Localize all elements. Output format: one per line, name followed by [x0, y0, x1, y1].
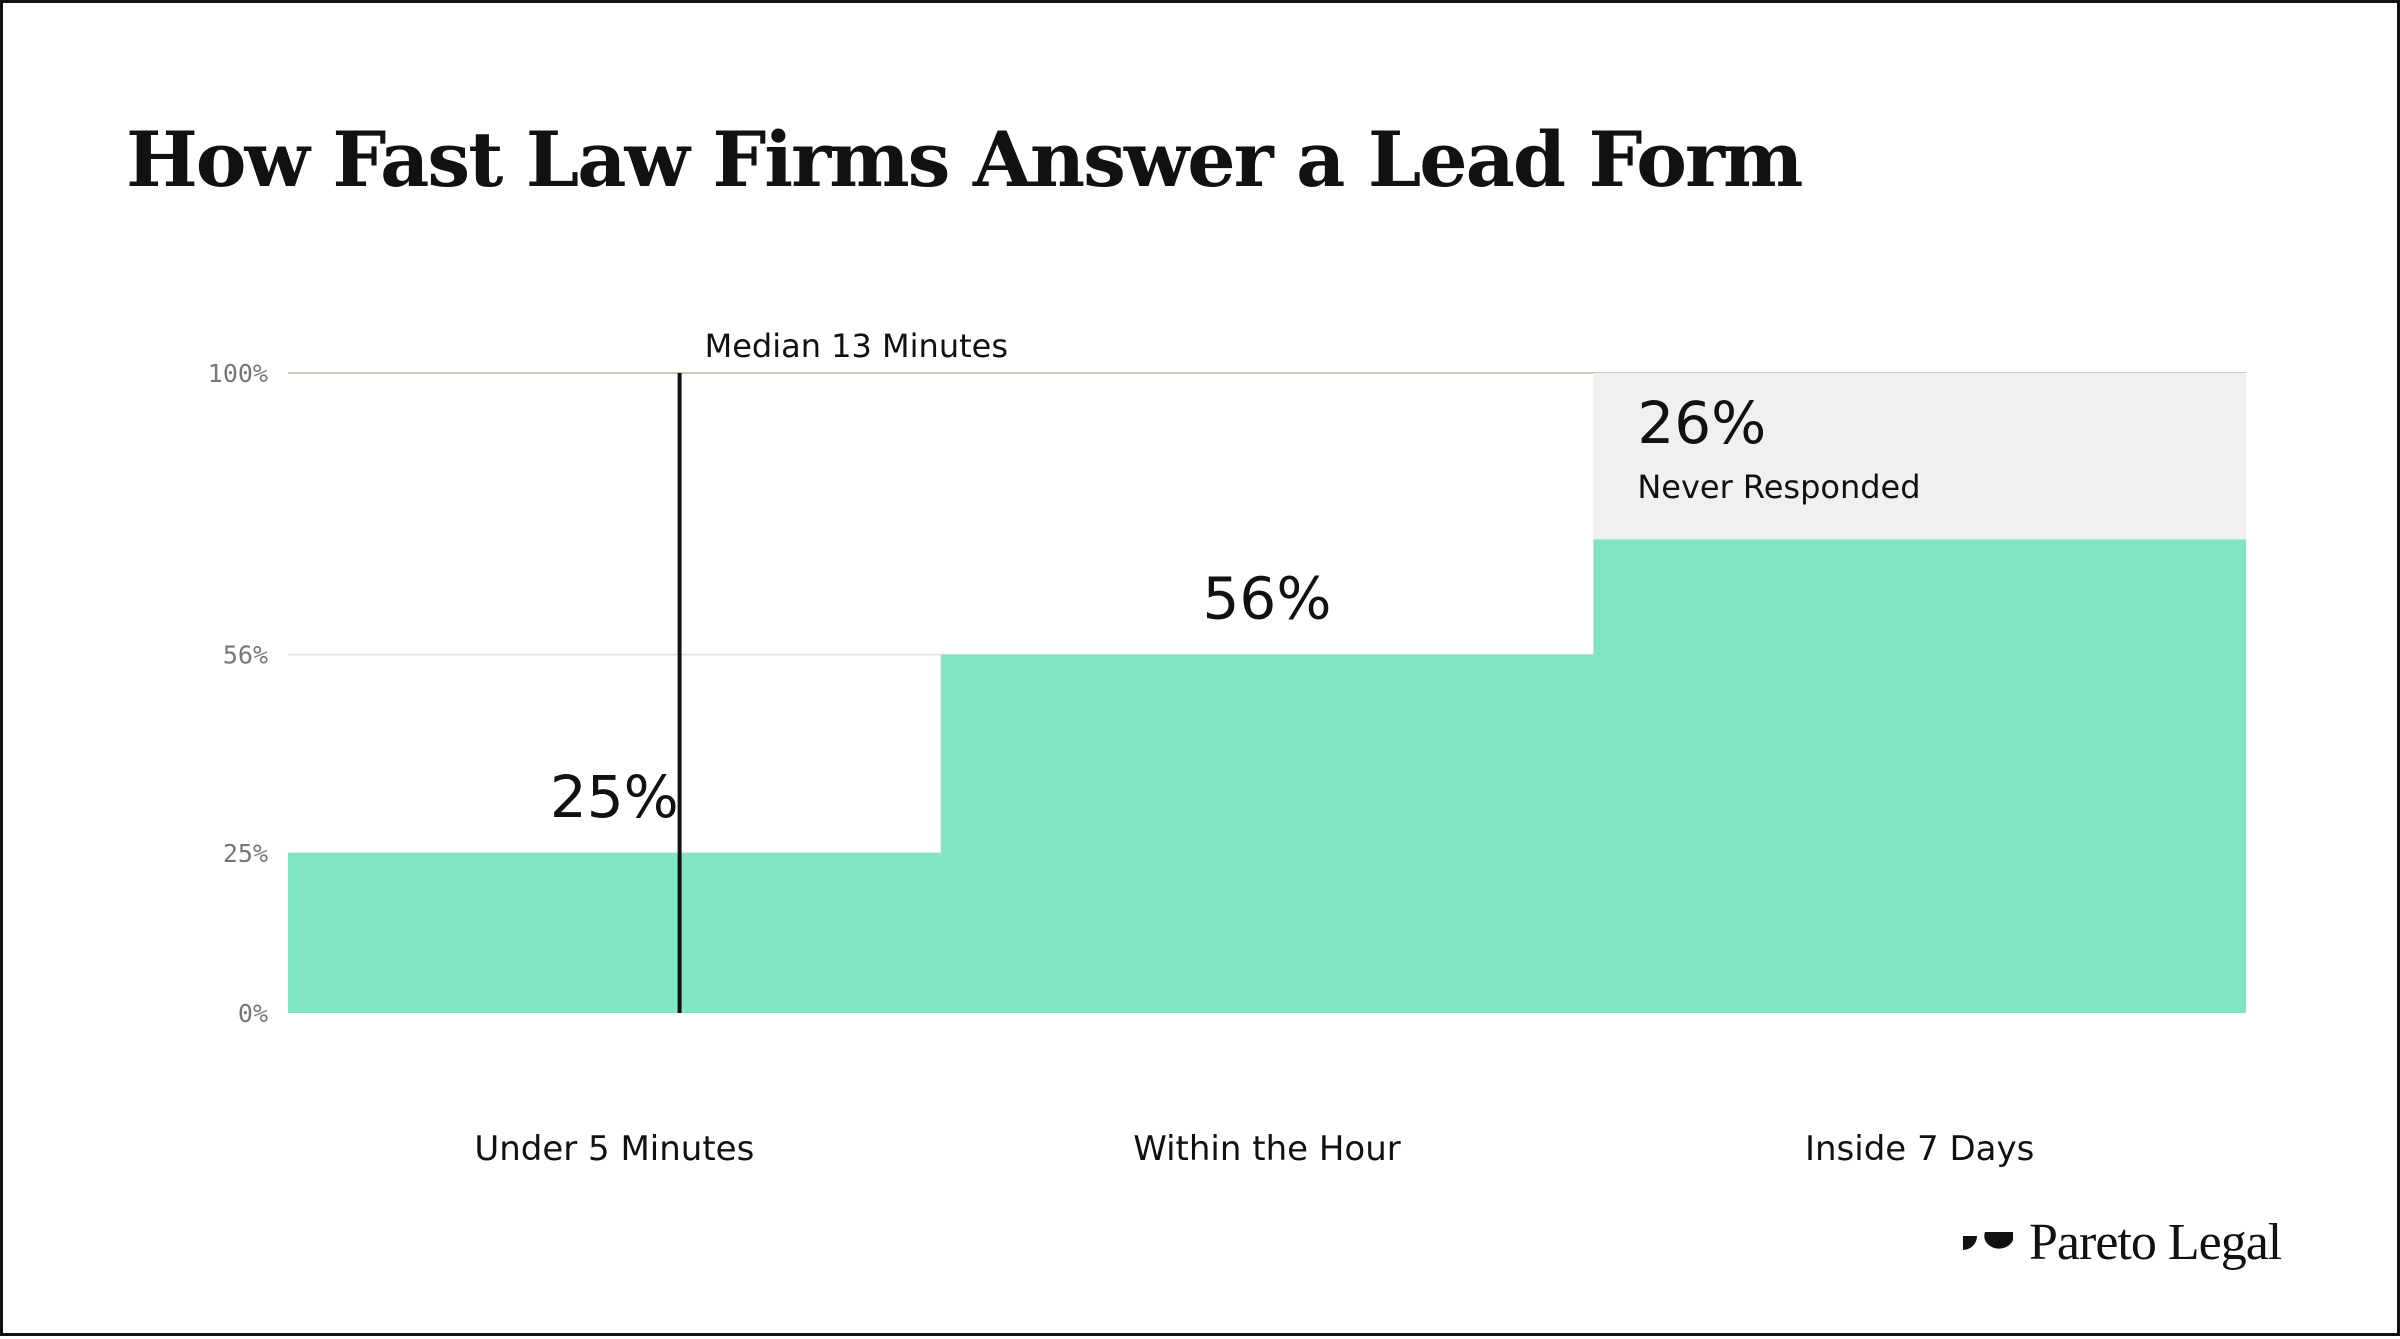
- y-tick-label: 25%: [223, 839, 268, 868]
- x-category-label: Under 5 Minutes: [474, 1129, 754, 1169]
- data-labels: 25% 56% 26% Never Responded: [550, 389, 1921, 831]
- x-category-label: Within the Hour: [1133, 1129, 1401, 1169]
- x-category-label: Inside 7 Days: [1805, 1129, 2034, 1169]
- never-responded-label: Never Responded: [1637, 468, 1920, 506]
- median-annotation: Median 13 Minutes: [677, 327, 1008, 1013]
- y-tick-label: 100%: [208, 359, 268, 388]
- step-bar: [940, 654, 1595, 1013]
- never-responded-band: [1593, 373, 2246, 540]
- value-label: 56%: [1203, 565, 1332, 633]
- y-axis: 0% 25% 56% 100%: [208, 359, 268, 1028]
- value-label: 25%: [550, 763, 679, 831]
- brand-logo: Pareto Legal: [1963, 1213, 2282, 1272]
- brand-name: Pareto Legal: [2029, 1214, 2282, 1271]
- x-axis: Under 5 Minutes Within the Hour Inside 7 D…: [474, 1129, 2034, 1169]
- pareto-legal-logo-icon: [1963, 1231, 2013, 1250]
- y-tick-label: 56%: [223, 641, 268, 670]
- step-bar: [288, 853, 942, 1013]
- never-responded-value: 26%: [1637, 389, 1766, 457]
- step-chart: 25% 56% 26% Never Responded 0% 25% 56% 100% Un…: [208, 327, 2246, 1169]
- median-label: Median 13 Minutes: [705, 327, 1008, 365]
- step-bar: [1593, 539, 2246, 1013]
- y-tick-label: 0%: [238, 999, 268, 1028]
- area-steps: [288, 373, 2246, 1013]
- chart-title: How Fast Law Firms Answer a Lead Form: [126, 115, 1803, 204]
